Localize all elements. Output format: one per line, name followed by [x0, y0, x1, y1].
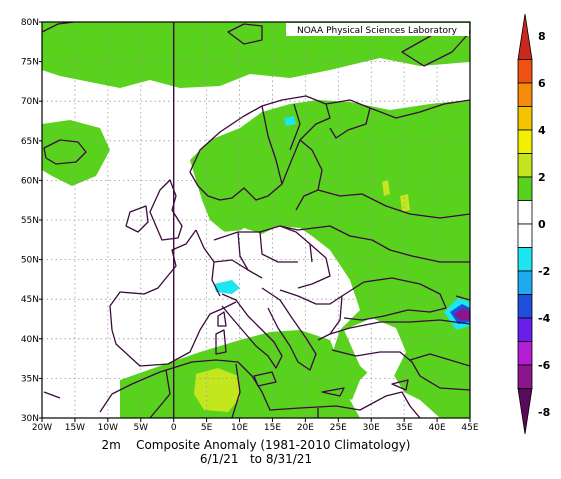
colorbar-label: -4	[538, 312, 551, 325]
lat-tick-label: 35N	[21, 374, 39, 384]
colorbar-label: 4	[538, 124, 546, 137]
anomaly-region-mediterranean	[120, 330, 360, 418]
colorbar-segment	[517, 200, 533, 225]
lat-tick-label: 80N	[21, 18, 39, 28]
credit-box	[286, 23, 469, 36]
lon-tick-label: 5E	[201, 423, 213, 433]
cold-patch-caucasus-core	[454, 308, 470, 320]
colorbar-segment	[517, 176, 533, 201]
neutral-region-east-med	[344, 318, 406, 382]
colorbar-segment	[517, 13, 533, 60]
longitude-tick-labels: 20W 15W 10W 5W 0 5E 10E 15E 20E 25E 30E 35E 40E 45E	[32, 423, 479, 433]
lon-tick-label: 10W	[98, 423, 118, 433]
colorbar-segment	[517, 294, 533, 319]
lon-tick-label: 15E	[264, 423, 281, 433]
neutral-region-iberia	[110, 290, 200, 364]
lon-tick-label: 0	[171, 423, 177, 433]
colorbar-segment	[517, 153, 533, 178]
colorbar-label: -8	[538, 406, 550, 419]
lon-tick-label: 40E	[429, 423, 446, 433]
caption-line-1: 2m Composite Anomaly (1981-2010 Climatol…	[101, 438, 410, 452]
colorbar-label: 2	[538, 171, 546, 184]
lat-tick-label: 65N	[21, 137, 39, 147]
colorbar-label: 6	[538, 77, 546, 90]
map-gridlines	[42, 22, 470, 418]
colorbar-segment	[517, 317, 533, 342]
lon-tick-label: 30E	[363, 423, 380, 433]
colorbar-segment	[517, 364, 533, 389]
colorbar-segment	[517, 270, 533, 295]
warm-patch-russia-b	[400, 194, 410, 212]
warm-patch-russia-a	[382, 180, 390, 196]
cool-patch-alps	[214, 280, 240, 294]
lat-tick-label: 55N	[21, 216, 39, 226]
lat-tick-label: 45N	[21, 295, 39, 305]
colorbar-segment	[517, 82, 533, 107]
latitude-tick-labels: 30N 35N 40N 45N 50N 55N 60N 65N 70N 75N 80N	[21, 18, 39, 424]
colorbar-segment	[517, 129, 533, 154]
colorbar-segment	[517, 59, 533, 84]
anomaly-band-north	[42, 22, 470, 88]
lon-tick-label: 20E	[297, 423, 314, 433]
colorbar-segment	[517, 247, 533, 272]
colorbar-label: 8	[538, 30, 546, 43]
anomaly-field	[42, 22, 470, 418]
colorbar-segment	[517, 341, 533, 366]
lon-tick-label: 5W	[133, 423, 148, 433]
lon-tick-label: 45E	[461, 423, 478, 433]
credit-text: NOAA Physical Sciences Laboratory	[297, 26, 458, 36]
neutral-region-central-europe	[196, 220, 318, 290]
colorbar-segment	[517, 223, 533, 248]
cool-patch-lapland	[284, 116, 296, 126]
colorbar: 8 6 4 2 0 -2 -4 -6 -8	[517, 13, 551, 435]
lat-tick-label: 75N	[21, 58, 39, 68]
lon-tick-label: 25E	[330, 423, 347, 433]
axis-tick-marks	[39, 21, 471, 422]
lat-tick-label: 50N	[21, 256, 39, 266]
lat-tick-label: 30N	[21, 414, 39, 424]
caption-line-2: 6/1/21 to 8/31/21	[200, 452, 312, 466]
colorbar-label: 0	[538, 218, 546, 231]
lat-tick-label: 60N	[21, 176, 39, 186]
lon-tick-label: 10E	[231, 423, 248, 433]
lat-tick-label: 70N	[21, 97, 39, 107]
lon-tick-label: 15W	[65, 423, 85, 433]
anomaly-region-west-atlantic	[42, 120, 110, 186]
warm-patch-north-africa	[194, 368, 240, 412]
colorbar-label: -6	[538, 359, 551, 372]
lon-tick-label: 35E	[396, 423, 413, 433]
lat-tick-label: 40N	[21, 335, 39, 345]
colorbar-segment	[517, 106, 533, 131]
colorbar-segment	[517, 388, 533, 435]
lon-tick-label: 20W	[32, 423, 52, 433]
coastlines-and-borders	[42, 22, 470, 418]
colorbar-label: -2	[538, 265, 550, 278]
